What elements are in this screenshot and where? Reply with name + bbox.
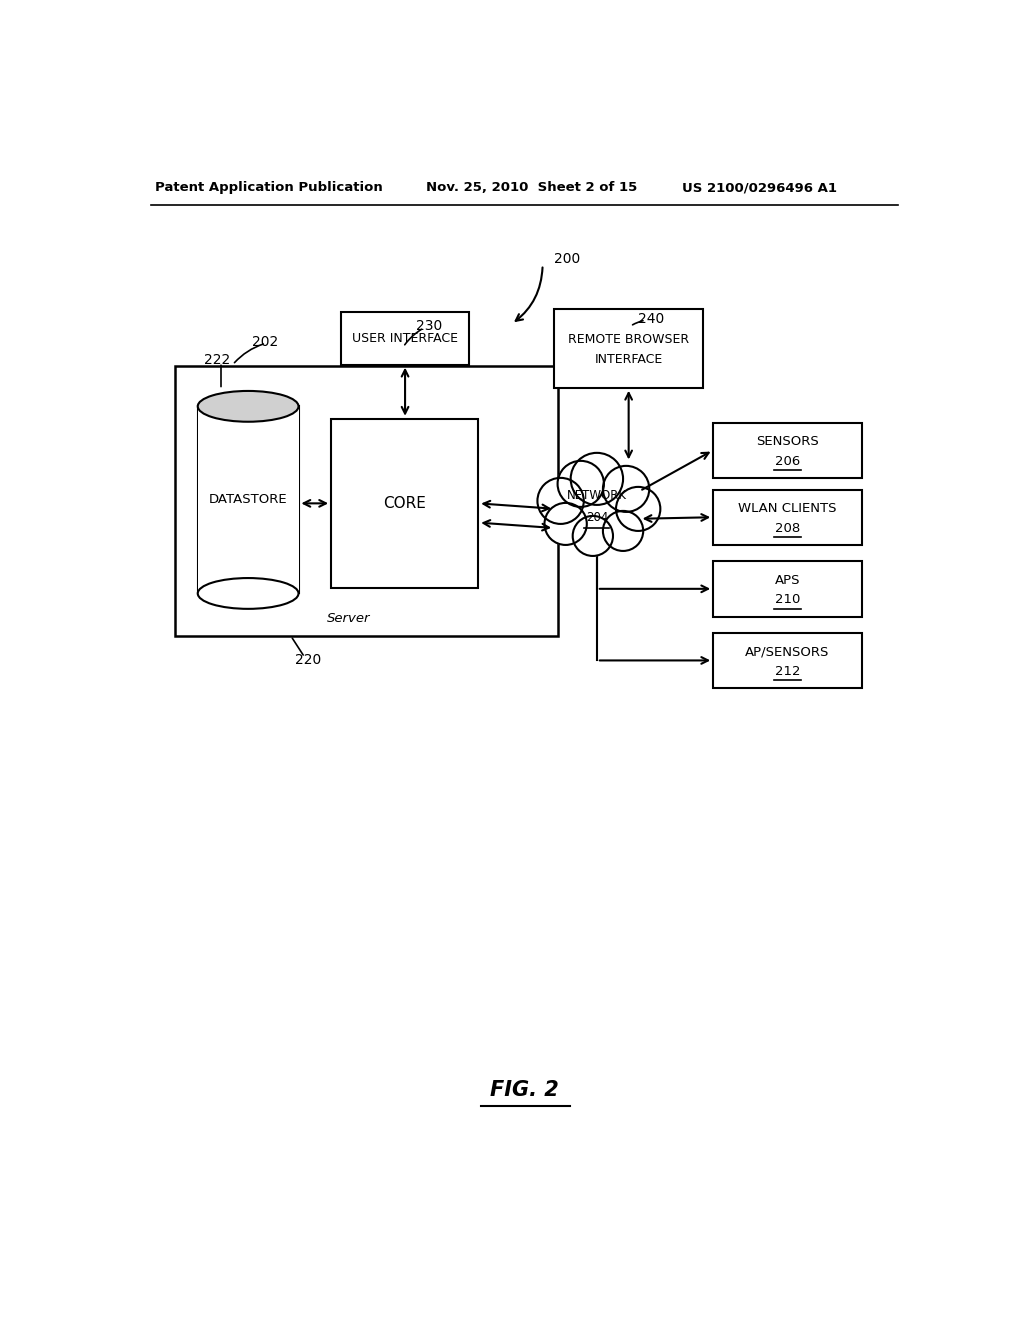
Text: REMOTE BROWSER: REMOTE BROWSER	[568, 333, 689, 346]
Text: 212: 212	[775, 665, 801, 677]
Bar	[713, 561, 862, 616]
Bar	[341, 313, 469, 364]
Circle shape	[538, 478, 584, 524]
Text: SENSORS: SENSORS	[756, 436, 819, 449]
Circle shape	[545, 503, 587, 545]
Text: 210: 210	[775, 593, 800, 606]
Text: 204: 204	[586, 511, 608, 524]
Bar	[554, 309, 703, 388]
Text: 206: 206	[775, 454, 800, 467]
Circle shape	[603, 511, 643, 550]
Circle shape	[572, 516, 613, 556]
Circle shape	[603, 466, 649, 512]
Text: 202: 202	[252, 335, 279, 348]
Text: 208: 208	[775, 521, 800, 535]
Bar	[174, 367, 558, 636]
Circle shape	[570, 453, 623, 506]
Bar	[713, 632, 862, 688]
Text: WLAN CLIENTS: WLAN CLIENTS	[738, 502, 837, 515]
Bar	[713, 422, 862, 478]
Text: 222: 222	[204, 354, 230, 367]
Text: Patent Application Publication: Patent Application Publication	[155, 181, 383, 194]
Text: Nov. 25, 2010  Sheet 2 of 15: Nov. 25, 2010 Sheet 2 of 15	[426, 181, 638, 194]
Text: 200: 200	[554, 252, 581, 265]
Bar	[713, 490, 862, 545]
Bar	[198, 407, 299, 594]
Text: 220: 220	[295, 653, 321, 668]
Ellipse shape	[198, 578, 299, 609]
Text: USER INTERFACE: USER INTERFACE	[352, 333, 458, 345]
Text: US 2100/0296496 A1: US 2100/0296496 A1	[682, 181, 838, 194]
Circle shape	[616, 487, 660, 531]
Text: AP/SENSORS: AP/SENSORS	[745, 645, 829, 659]
Ellipse shape	[198, 391, 299, 422]
Text: 230: 230	[417, 319, 442, 333]
Text: DATASTORE: DATASTORE	[209, 494, 288, 507]
Circle shape	[558, 461, 604, 507]
Text: NETWORK: NETWORK	[567, 490, 627, 502]
Text: APS: APS	[775, 574, 801, 587]
Text: 240: 240	[638, 312, 665, 326]
Text: Server: Server	[327, 612, 371, 626]
Text: INTERFACE: INTERFACE	[595, 352, 663, 366]
Text: FIG. 2: FIG. 2	[490, 1080, 559, 1100]
Text: CORE: CORE	[383, 496, 426, 511]
Bar	[331, 418, 478, 589]
